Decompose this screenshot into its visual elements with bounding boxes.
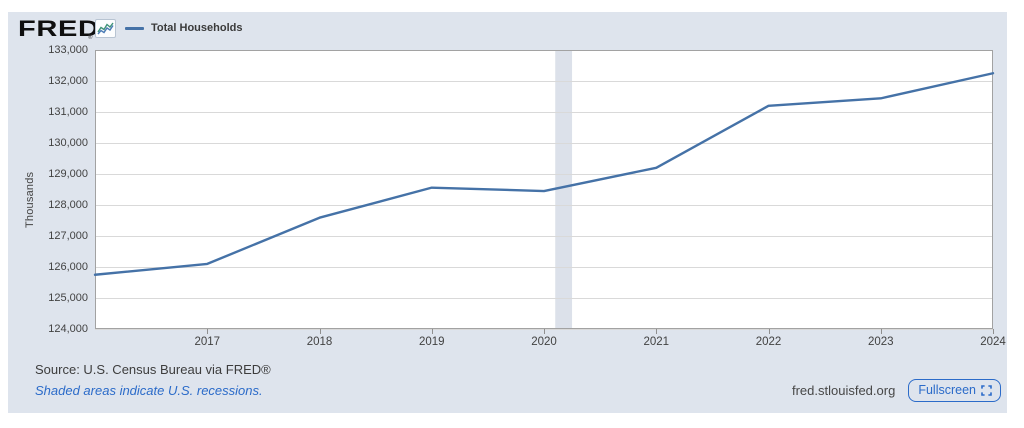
line-chart[interactable]	[93, 50, 995, 335]
source-text: Source: U.S. Census Bureau via FRED®	[35, 362, 271, 377]
y-tick-label: 125,000	[48, 292, 88, 304]
recession-note-link[interactable]: Shaded areas indicate U.S. recessions.	[35, 383, 263, 398]
legend-item-total-households[interactable]: Total Households	[125, 22, 242, 34]
y-tick-label: 131,000	[48, 106, 88, 118]
registered-mark: ®	[88, 35, 93, 41]
x-tick-label: 2018	[306, 336, 333, 348]
fred-graph-widget: FRED ® Total Households Thousands 133,00…	[8, 12, 1007, 413]
fred-logo-chart-icon	[95, 19, 116, 38]
x-tick-label: 2020	[531, 336, 557, 348]
y-tick-label: 132,000	[48, 75, 88, 87]
y-tick-label: 127,000	[48, 230, 88, 242]
expand-icon	[981, 384, 992, 396]
plot-area[interactable]	[93, 50, 995, 334]
y-tick-label: 124,000	[48, 323, 88, 335]
y-tick-label: 133,000	[48, 44, 88, 56]
y-tick-label: 129,000	[48, 168, 88, 180]
y-tick-label: 126,000	[48, 261, 88, 273]
fullscreen-button-label: Fullscreen	[918, 383, 976, 397]
x-tick-label: 2023	[867, 336, 894, 348]
x-tick-label: 2017	[194, 336, 221, 348]
footer-right: fred.stlouisfed.org Fullscreen	[792, 379, 1001, 402]
legend-label: Total Households	[151, 22, 243, 34]
fullscreen-button[interactable]: Fullscreen	[908, 379, 1001, 402]
legend-line-swatch	[125, 26, 144, 30]
fred-logo[interactable]: FRED	[18, 16, 100, 41]
site-url: fred.stlouisfed.org	[791, 383, 896, 398]
x-tick-label: 2024	[980, 336, 1006, 348]
y-tick-label: 130,000	[48, 137, 88, 149]
x-tick-label: 2022	[755, 336, 782, 348]
x-tick-label: 2021	[643, 336, 670, 348]
y-tick-label: 128,000	[48, 199, 88, 211]
x-tick-label: 2019	[418, 336, 445, 348]
